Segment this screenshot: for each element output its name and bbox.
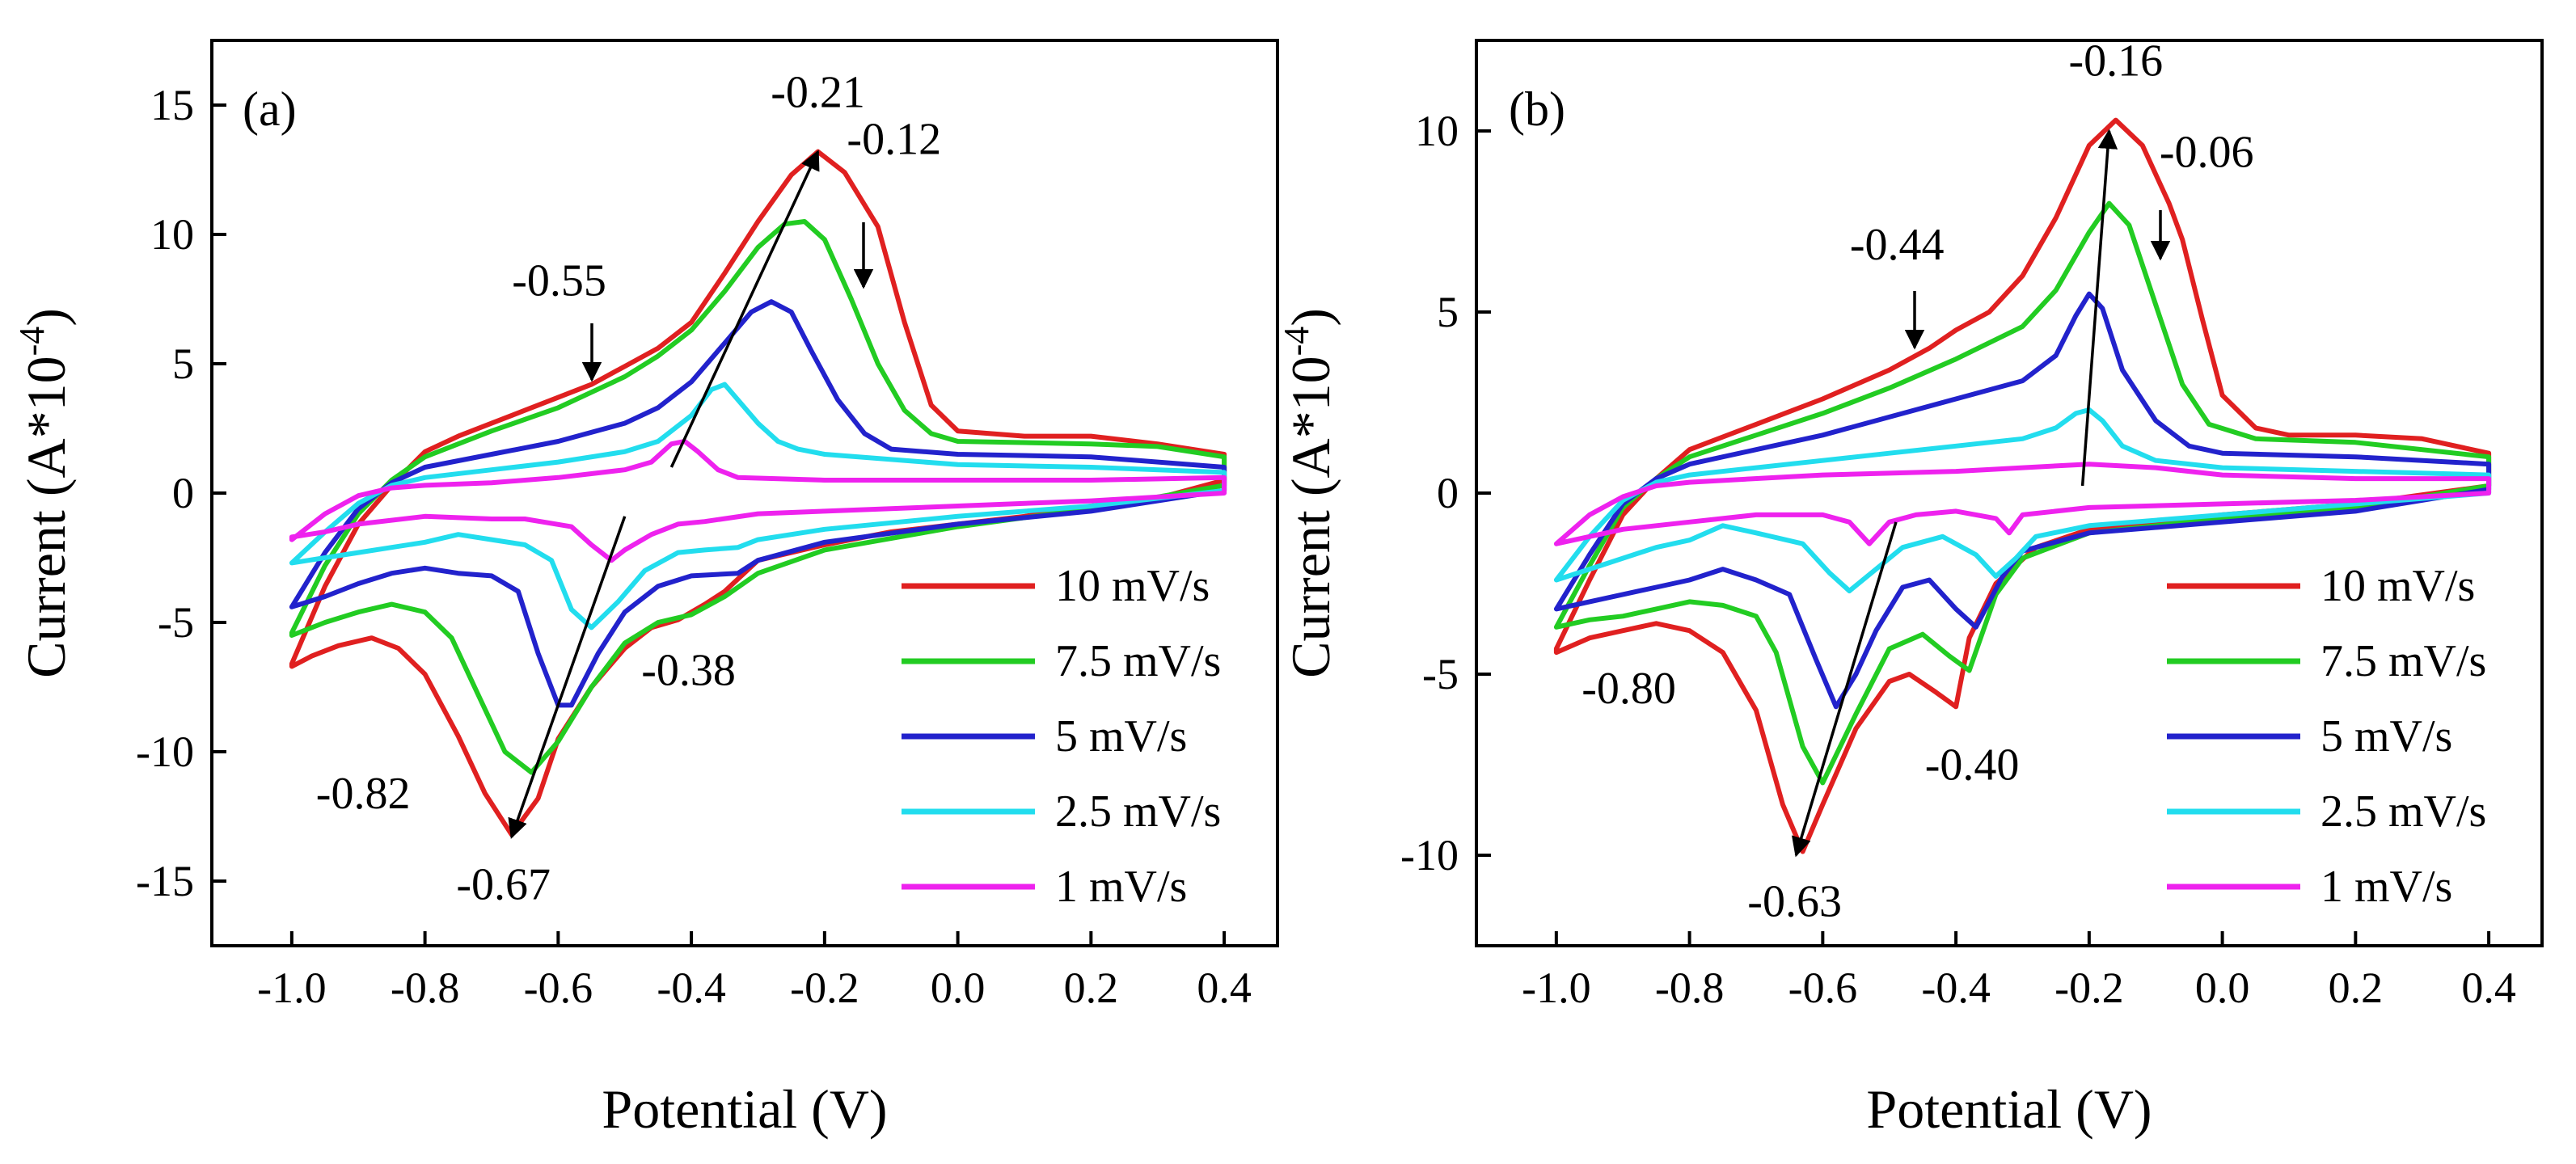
y-axis-title-exponent: -4 bbox=[1277, 327, 1316, 356]
y-tick-label: -5 bbox=[158, 598, 194, 647]
x-tick-label: -0.8 bbox=[1655, 964, 1724, 1012]
peak-annotation: -0.44 bbox=[1850, 220, 1945, 270]
x-tick-label: -0.4 bbox=[1921, 964, 1990, 1012]
peak-annotation: -0.80 bbox=[1581, 664, 1676, 714]
y-axis-title: Current (A*10-4) bbox=[1277, 308, 1341, 678]
legend-label: 2.5 mV/s bbox=[1055, 787, 1221, 837]
x-tick-label: -0.2 bbox=[790, 964, 859, 1012]
legend: 10 mV/s 7.5 mV/s 5 mV/s 2.5 mV/s 1 mV/s bbox=[2167, 561, 2486, 912]
trend-arrow bbox=[669, 150, 820, 468]
legend-label: 7.5 mV/s bbox=[1055, 636, 1221, 686]
y-tick-label: 10 bbox=[1415, 107, 1459, 155]
legend-label: 1 mV/s bbox=[2321, 862, 2452, 912]
x-tick-label: 0.0 bbox=[2195, 964, 2250, 1012]
peak-annotation: -0.63 bbox=[1747, 877, 1842, 927]
series-line-7-5-mV-s bbox=[289, 219, 1227, 775]
y-tick-label: -5 bbox=[1422, 650, 1459, 698]
x-tick-label: -1.0 bbox=[1522, 964, 1590, 1012]
peak-annotation: -0.82 bbox=[316, 769, 411, 819]
x-tick-label: -1.0 bbox=[257, 964, 326, 1012]
peak-annotation: -0.12 bbox=[847, 114, 941, 164]
y-tick-label: 5 bbox=[1437, 288, 1459, 336]
trend-arrow bbox=[508, 516, 627, 839]
x-tick-label: -0.2 bbox=[2054, 964, 2123, 1012]
legend-label: 5 mV/s bbox=[2321, 711, 2452, 761]
trend-arrow bbox=[2080, 129, 2118, 487]
series-line-10-mV-s bbox=[1553, 117, 2492, 854]
y-axis-title: Current (A*10-4) bbox=[12, 308, 77, 678]
y-tick-label: 0 bbox=[1437, 469, 1459, 517]
peak-annotation: -0.38 bbox=[641, 646, 736, 696]
peak-annotation: -0.55 bbox=[512, 256, 606, 306]
panel-label: (b) bbox=[1509, 82, 1565, 136]
legend-label: 1 mV/s bbox=[1055, 862, 1187, 912]
y-tick-label: 5 bbox=[172, 340, 194, 388]
peak-annotation: -0.06 bbox=[2160, 127, 2254, 177]
x-tick-label: -0.8 bbox=[391, 964, 459, 1012]
legend-label: 10 mV/s bbox=[2321, 561, 2475, 611]
y-tick-label: 10 bbox=[150, 210, 194, 259]
x-axis-title: Potential (V) bbox=[1866, 1078, 2152, 1140]
y-axis-title-base: Current (A*10 bbox=[15, 356, 77, 677]
x-tick-label: -0.4 bbox=[657, 964, 725, 1012]
peak-annotation: -0.21 bbox=[771, 68, 865, 118]
y-tick-label: 15 bbox=[150, 81, 194, 129]
x-tick-label: -0.6 bbox=[524, 964, 593, 1012]
y-tick-label: -15 bbox=[136, 857, 194, 905]
x-tick-label: 0.2 bbox=[2329, 964, 2384, 1012]
x-tick-label: 0.0 bbox=[931, 964, 986, 1012]
peak-annotation: -0.67 bbox=[456, 859, 551, 909]
legend-label: 10 mV/s bbox=[1055, 561, 1210, 611]
trend-arrow bbox=[1791, 521, 1898, 858]
panel-label: (a) bbox=[243, 82, 297, 136]
series-line-1-mV-s bbox=[1553, 462, 2492, 546]
series-line-7-5-mV-s bbox=[1553, 200, 2492, 786]
x-axis-title: Potential (V) bbox=[602, 1078, 887, 1140]
peak-annotation: -0.40 bbox=[1925, 740, 2020, 790]
legend-label: 5 mV/s bbox=[1055, 711, 1187, 761]
legend: 10 mV/s 7.5 mV/s 5 mV/s 2.5 mV/s 1 mV/s bbox=[902, 561, 1221, 912]
panel-b: -1.0 -0.8 -0.6 -0.4 -0.2 0.0 0.2 0.4 10 5 0 -5 -10 Po… bbox=[1277, 36, 2544, 1140]
peak-annotation: -0.16 bbox=[2068, 36, 2163, 86]
x-tick-label: 0.2 bbox=[1064, 964, 1119, 1012]
y-axis-title-exponent: -4 bbox=[12, 327, 52, 356]
y-axis-title-close: ) bbox=[15, 308, 77, 327]
panel-a: -1.0 -0.8 -0.6 -0.4 -0.2 0.0 0.2 0.4 15 10 5 0 -5 -10… bbox=[12, 39, 1279, 1140]
x-tick-label: 0.4 bbox=[2461, 964, 2516, 1012]
y-axis-title-close: ) bbox=[1280, 308, 1341, 327]
x-tick-label: 0.4 bbox=[1197, 964, 1252, 1012]
y-tick-label: -10 bbox=[1400, 831, 1459, 879]
y-axis-title-base: Current (A*10 bbox=[1280, 356, 1341, 677]
y-tick-label: -10 bbox=[136, 728, 194, 776]
y-tick-label: 0 bbox=[172, 469, 194, 517]
series-line-1-mV-s bbox=[289, 439, 1227, 563]
legend-label: 7.5 mV/s bbox=[2321, 636, 2486, 686]
legend-label: 2.5 mV/s bbox=[2321, 787, 2486, 837]
x-tick-label: -0.6 bbox=[1788, 964, 1857, 1012]
